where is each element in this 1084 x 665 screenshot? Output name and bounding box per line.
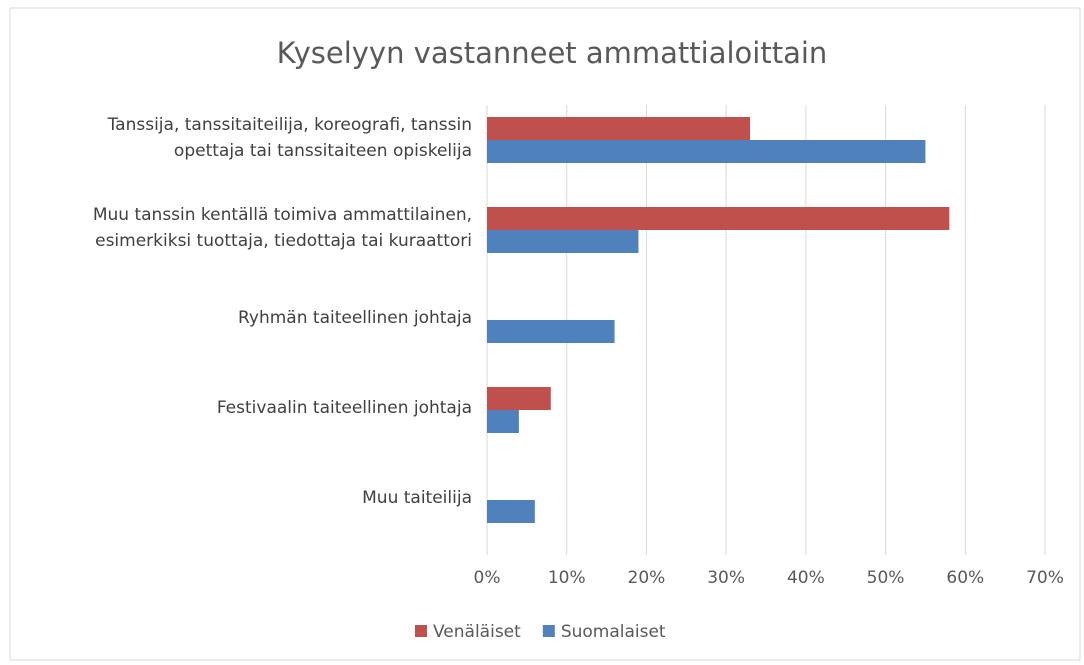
x-tick-label: 20% xyxy=(628,568,666,588)
bar xyxy=(487,387,551,410)
x-tick-label: 60% xyxy=(946,568,984,588)
bar xyxy=(487,320,615,343)
y-tick-label: Tanssija, tanssitaiteilija, koreografi, … xyxy=(107,115,472,161)
bar xyxy=(487,500,535,523)
x-tick-label: 30% xyxy=(707,568,745,588)
x-tick-label: 10% xyxy=(548,568,586,588)
legend-swatch xyxy=(415,625,427,637)
y-tick-label: Festivaalin taiteellinen johtaja xyxy=(216,398,472,418)
legend-label: Suomalaiset xyxy=(561,622,666,642)
bar xyxy=(487,410,519,433)
legend-label: Venäläiset xyxy=(433,622,521,642)
y-tick-label: Ryhmän taiteellinen johtaja xyxy=(238,308,472,328)
x-tick-label: 50% xyxy=(867,568,905,588)
bar xyxy=(487,140,926,163)
bar xyxy=(487,117,751,140)
y-tick-label: Muu tanssin kentällä toimiva ammattilain… xyxy=(92,205,472,251)
x-tick-label: 0% xyxy=(474,568,501,588)
x-tick-label: 70% xyxy=(1026,568,1064,588)
y-tick-label: Muu taiteilija xyxy=(362,488,472,508)
chart-title: Kyselyyn vastanneet ammattialoittain xyxy=(277,36,828,70)
x-tick-label: 40% xyxy=(787,568,825,588)
legend-swatch xyxy=(542,625,555,637)
bar xyxy=(487,230,639,253)
bar xyxy=(487,207,950,230)
